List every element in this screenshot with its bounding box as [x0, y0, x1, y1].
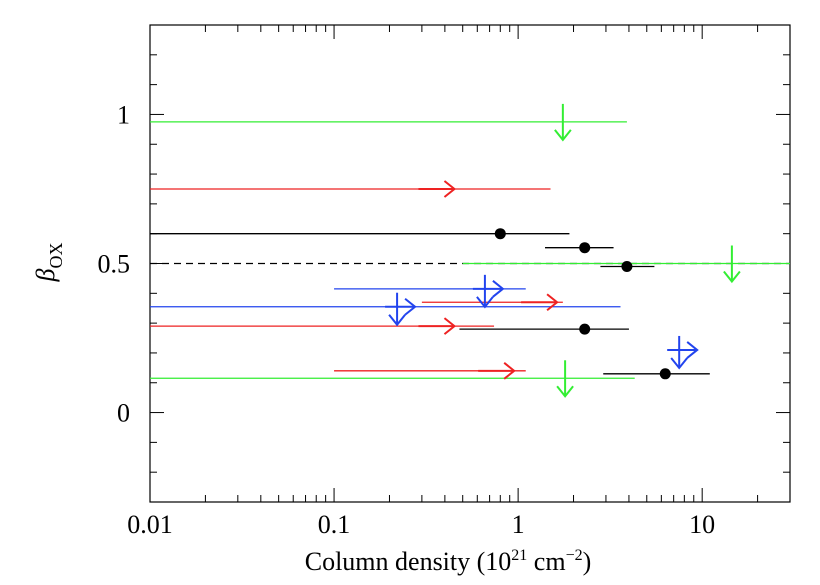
detection-point	[659, 368, 671, 380]
detection-point	[579, 323, 591, 335]
lower-limit-arrow	[418, 180, 457, 198]
double-limit-arrow	[472, 274, 505, 309]
markers-layer	[385, 103, 741, 398]
y-tick-label: 1	[117, 100, 130, 129]
lower-limit-arrow	[478, 362, 516, 380]
x-tick-label: 1	[512, 510, 525, 539]
y-tick-label: 0.5	[98, 250, 131, 279]
double-limit-arrow	[667, 335, 699, 370]
detection-point	[579, 242, 591, 254]
x-tick-label: 10	[689, 510, 715, 539]
detection-point	[621, 260, 633, 272]
svg-text:βOX: βOX	[31, 243, 66, 283]
x-tick-label: 0.01	[127, 510, 173, 539]
lower-limit-arrow	[521, 293, 559, 312]
upper-limit-arrow	[554, 103, 572, 142]
detection-point	[494, 228, 506, 240]
error-bars-layer	[150, 121, 790, 379]
axis-ticks	[149, 24, 791, 503]
x-tick-label: 0.1	[318, 510, 351, 539]
y-axis-label: βOX	[31, 243, 66, 283]
double-limit-arrow	[385, 292, 417, 327]
tick-labels-layer: 0.01 0.1 1 10 0 0.5 1	[98, 100, 716, 539]
y-tick-label: 0	[117, 399, 130, 428]
upper-limit-arrow	[723, 245, 741, 284]
lower-limit-arrow	[418, 317, 457, 335]
x-axis-label: Column density (1021 cm−2)	[305, 547, 592, 576]
upper-limit-arrow	[556, 360, 574, 398]
